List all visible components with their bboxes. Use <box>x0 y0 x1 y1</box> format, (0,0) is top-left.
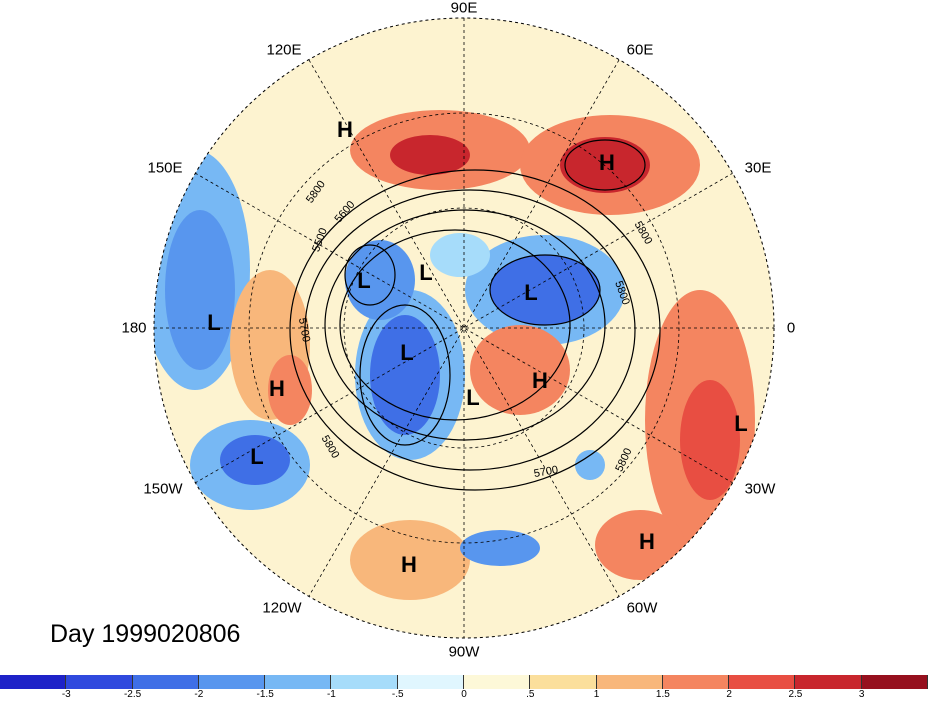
lon-label-180: 180 <box>121 319 147 337</box>
colorbar-tick-label: -1 <box>326 689 336 700</box>
colorbar-segment <box>530 675 597 689</box>
colorbar-segment <box>132 675 199 689</box>
colorbar-tick-label: -1.5 <box>256 689 274 700</box>
colorbar-tick-label: .5 <box>526 689 535 700</box>
colorbar-segment <box>265 675 332 689</box>
colorbar-segment <box>198 675 266 689</box>
colorbar-tick-label: -2 <box>194 689 204 700</box>
high-pressure-marker: H <box>599 150 615 175</box>
map-boundary <box>153 17 775 639</box>
lon-label-30w: 30W <box>744 480 776 498</box>
colorbar-ticks: -3 -2.5 -2 -1.5 -1 -.5 0 .5 1 1.5 2 2.5 3 <box>0 689 928 702</box>
colorbar-tick-label: 2 <box>726 689 732 700</box>
colorbar-segment <box>795 675 862 689</box>
colorbar-segment <box>463 675 531 689</box>
low-pressure-marker: L <box>419 260 433 285</box>
colorbar-tick-label: -2.5 <box>123 689 142 700</box>
low-pressure-marker: L <box>250 444 264 469</box>
lon-label-120e: 120E <box>266 41 302 59</box>
colorbar-tick-label: -.5 <box>391 689 404 700</box>
lon-label-90e: 90E <box>450 0 478 17</box>
high-pressure-marker: H <box>337 117 353 142</box>
colorbar-segment <box>729 675 796 689</box>
high-pressure-marker: H <box>269 376 285 401</box>
low-pressure-marker: L <box>466 385 480 410</box>
lon-label-90w: 90W <box>448 643 480 661</box>
colorbar-segment <box>66 675 133 689</box>
lon-label-60e: 60E <box>626 41 654 59</box>
low-pressure-marker: L <box>524 280 538 305</box>
colorbar-tick-label: 2.5 <box>788 689 803 700</box>
lon-label-120w: 120W <box>262 599 302 617</box>
lon-label-150w: 150W <box>143 480 183 498</box>
high-pressure-marker: H <box>639 529 655 554</box>
low-pressure-marker: L <box>207 310 221 335</box>
colorbar-tick-label: 3 <box>858 689 865 700</box>
low-pressure-marker: L <box>357 268 371 293</box>
colorbar-segment <box>331 675 398 689</box>
day-title: Day 1999020806 <box>50 620 241 648</box>
colorbar-tick-label: 1 <box>593 689 600 700</box>
colorbar-tick-label: -3 <box>61 689 71 700</box>
colorbar-tick-label: 0 <box>461 689 467 700</box>
low-pressure-marker: L <box>400 340 414 365</box>
lon-label-0: 0 <box>786 319 796 337</box>
colorbar-segment <box>596 675 663 689</box>
low-pressure-marker: L <box>734 411 748 436</box>
colorbar <box>0 675 928 689</box>
lon-label-30e: 30E <box>744 159 772 177</box>
colorbar-segment <box>397 675 464 689</box>
lon-label-60w: 60W <box>626 599 658 617</box>
colorbar-tick-label: 1.5 <box>655 689 670 700</box>
graticule <box>154 18 774 638</box>
height-contours <box>289 139 661 491</box>
lon-label-150e: 150E <box>147 159 183 177</box>
colorbar-segment <box>0 675 67 689</box>
high-pressure-marker: H <box>401 552 417 577</box>
high-pressure-marker: H <box>532 368 548 393</box>
colorbar-segment <box>861 675 928 689</box>
colorbar-segment <box>662 675 730 689</box>
